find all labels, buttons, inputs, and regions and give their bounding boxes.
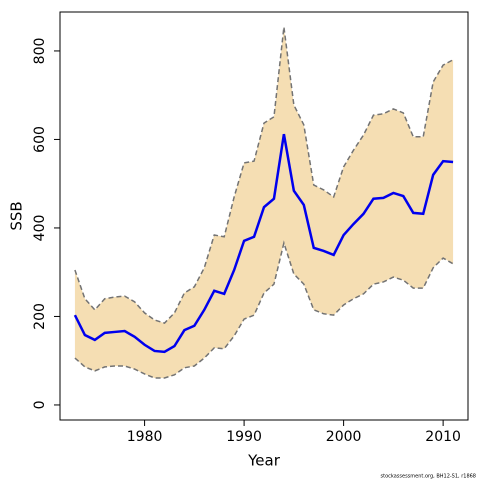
- y-tick-label: 800: [32, 38, 48, 65]
- plot-frame: [59, 11, 469, 421]
- y-axis-label: SSB: [8, 201, 26, 230]
- ssb-line: [73, 133, 454, 354]
- x-axis-label: Year: [247, 452, 281, 470]
- y-tick-label: 200: [32, 303, 48, 330]
- x-tick-label: 2000: [326, 429, 362, 445]
- y-tick-label: 600: [32, 126, 48, 153]
- upper-bound: [74, 26, 454, 324]
- confidence-band: [74, 27, 454, 378]
- x-tick-label: 2010: [425, 429, 461, 445]
- y-tick-label: 0: [32, 400, 48, 409]
- x-tick-label: 1990: [226, 429, 262, 445]
- y-tick-label: 400: [32, 215, 48, 242]
- x-tick-label: 1980: [127, 429, 163, 445]
- footer: stockassessment.org, BH12-S1, r1868: [381, 474, 476, 480]
- lower-bound: [74, 240, 454, 379]
